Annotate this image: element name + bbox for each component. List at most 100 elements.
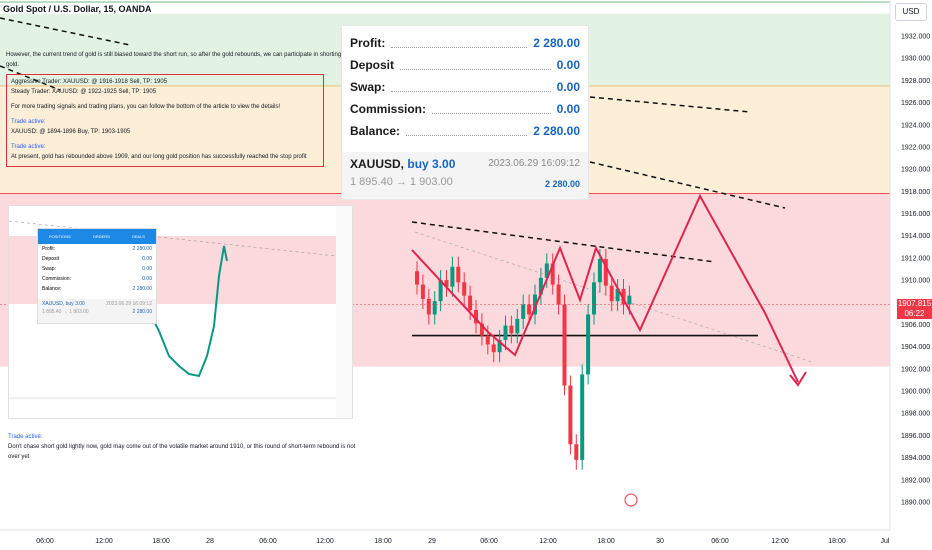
y-tick-label: 1914.000 bbox=[901, 233, 930, 240]
commission-label: Commission: bbox=[350, 102, 427, 116]
candle bbox=[592, 282, 596, 315]
aggressive-trader-text: Aggressive Trader: XAUUSD: @ 1916-1918 S… bbox=[11, 79, 168, 85]
candle bbox=[485, 335, 490, 345]
candle bbox=[509, 325, 514, 334]
x-tick-label: 18:00 bbox=[828, 538, 846, 545]
trade-active-label-2: Trade active: bbox=[11, 144, 46, 150]
candle bbox=[550, 263, 555, 285]
last-price: 1907.815 bbox=[897, 299, 932, 308]
mini-row: Profit: 2 280.00 bbox=[38, 244, 156, 254]
y-tick-label: 1890.000 bbox=[901, 500, 930, 507]
trendline-light bbox=[414, 231, 813, 363]
x-tick-label: 12:00 bbox=[95, 538, 113, 545]
mini-price-line bbox=[148, 245, 228, 378]
candle bbox=[432, 301, 437, 315]
candle bbox=[468, 295, 473, 311]
y-tick-label: 1894.000 bbox=[901, 455, 930, 462]
x-tick-label: 12:00 bbox=[539, 538, 557, 545]
candle bbox=[544, 263, 549, 278]
mini-trendline bbox=[9, 220, 337, 257]
y-tick-label: 1932.000 bbox=[901, 34, 930, 41]
y-tick-label: 1912.000 bbox=[901, 255, 930, 262]
candle bbox=[479, 323, 484, 336]
bar-countdown: 06:22 bbox=[904, 309, 925, 318]
candle bbox=[609, 285, 614, 302]
candle bbox=[580, 374, 585, 460]
candle bbox=[615, 288, 620, 302]
candle bbox=[515, 318, 520, 334]
replay-icon bbox=[624, 493, 638, 507]
mini-row: Balance: 2 280.00 bbox=[38, 284, 156, 294]
trendline bbox=[411, 221, 716, 263]
y-tick-label: 1916.000 bbox=[901, 211, 930, 218]
candle bbox=[497, 340, 502, 353]
candle bbox=[603, 259, 608, 286]
mini-row: Commission: 0.00 bbox=[38, 274, 156, 284]
candle bbox=[491, 344, 496, 353]
mini-label: Deposit bbox=[42, 256, 59, 262]
trade-symbol: XAUUSD, buy 3.00 bbox=[350, 157, 455, 171]
projection-path bbox=[411, 193, 799, 383]
x-tick-label: 06:00 bbox=[36, 538, 54, 545]
candle bbox=[456, 266, 461, 283]
swap-label: Swap: bbox=[350, 80, 386, 94]
mini-axis bbox=[336, 206, 352, 418]
currency-button[interactable]: USD bbox=[895, 3, 927, 21]
x-tick-label: 06:00 bbox=[711, 538, 729, 545]
mini-prices: 1 895.40 → 1 903.00 bbox=[42, 309, 89, 315]
mini-value: 2 280.00 bbox=[132, 286, 152, 292]
mini-pnl: 2 280.00 bbox=[132, 309, 152, 315]
candle bbox=[426, 298, 431, 315]
mini-value: 0.00 bbox=[142, 276, 152, 282]
mini-label: Commission: bbox=[42, 276, 71, 282]
candle bbox=[597, 259, 602, 283]
trade-result-card: Profit: 2 280.00 Deposit 0.00 Swap: 0.00 Co… bbox=[342, 26, 588, 199]
trade-pnl: 2 280.00 bbox=[544, 179, 580, 189]
profit-value: 2 280.00 bbox=[533, 36, 580, 50]
candle bbox=[586, 314, 591, 375]
x-tick-label: 28 bbox=[206, 538, 214, 545]
deposit-label: Deposit bbox=[350, 58, 395, 72]
profit-label: Profit: bbox=[350, 36, 386, 50]
trendline bbox=[0, 65, 61, 91]
mini-datetime: 2023.06.29 16:09:12 bbox=[106, 301, 152, 307]
x-tick-label: 06:00 bbox=[259, 538, 277, 545]
candle bbox=[438, 280, 443, 302]
embedded-screenshot: POSITIONS ORDERS DEALS Profit: 2 280.00 D… bbox=[9, 206, 352, 418]
candle bbox=[538, 277, 543, 295]
trade-datetime: 2023.06.29 16:09:12 bbox=[488, 158, 580, 169]
x-tick-label: Jul bbox=[881, 538, 890, 545]
mini-label: Balance: bbox=[42, 286, 62, 292]
trendline bbox=[589, 161, 786, 209]
trade-symbol-name: XAUUSD, bbox=[350, 157, 405, 171]
mini-tabs: POSITIONS ORDERS DEALS bbox=[38, 229, 156, 244]
y-tick-label: 1898.000 bbox=[901, 411, 930, 418]
candle bbox=[503, 325, 508, 341]
commission-value: 0.00 bbox=[556, 102, 580, 116]
y-tick-label: 1924.000 bbox=[901, 122, 930, 129]
candle bbox=[474, 310, 478, 324]
trade-side: buy 3.00 bbox=[407, 157, 456, 171]
y-tick-label: 1904.000 bbox=[901, 344, 930, 351]
mini-label: Swap: bbox=[42, 266, 56, 272]
candle bbox=[521, 304, 526, 319]
candle bbox=[574, 444, 579, 460]
y-tick-label: 1896.000 bbox=[901, 433, 930, 440]
x-tick-label: 12:00 bbox=[316, 538, 334, 545]
article-intro: However, the current trend of gold is st… bbox=[6, 52, 342, 68]
balance-label: Balance: bbox=[350, 124, 401, 138]
deposit-value: 0.00 bbox=[556, 58, 580, 72]
y-tick-label: 1906.000 bbox=[901, 322, 930, 329]
trade-text-3: Don't chase short gold lightly now, gold… bbox=[8, 444, 356, 460]
trade-footer: XAUUSD, buy 3.00 2023.06.29 16:09:12 1 8… bbox=[342, 152, 588, 199]
candle bbox=[621, 288, 626, 305]
x-tick-label: 29 bbox=[428, 538, 436, 545]
x-tick-label: 18:00 bbox=[152, 538, 170, 545]
commission-row: Commission: 0.00 bbox=[342, 98, 588, 120]
mini-value: 2 280.00 bbox=[132, 246, 152, 252]
more-signals-text: For more trading signals and trading pla… bbox=[11, 104, 281, 110]
candle bbox=[527, 304, 532, 315]
y-tick-label: 1930.000 bbox=[901, 56, 930, 63]
candle bbox=[556, 284, 561, 305]
mini-trade-card: POSITIONS ORDERS DEALS Profit: 2 280.00 D… bbox=[37, 228, 157, 324]
